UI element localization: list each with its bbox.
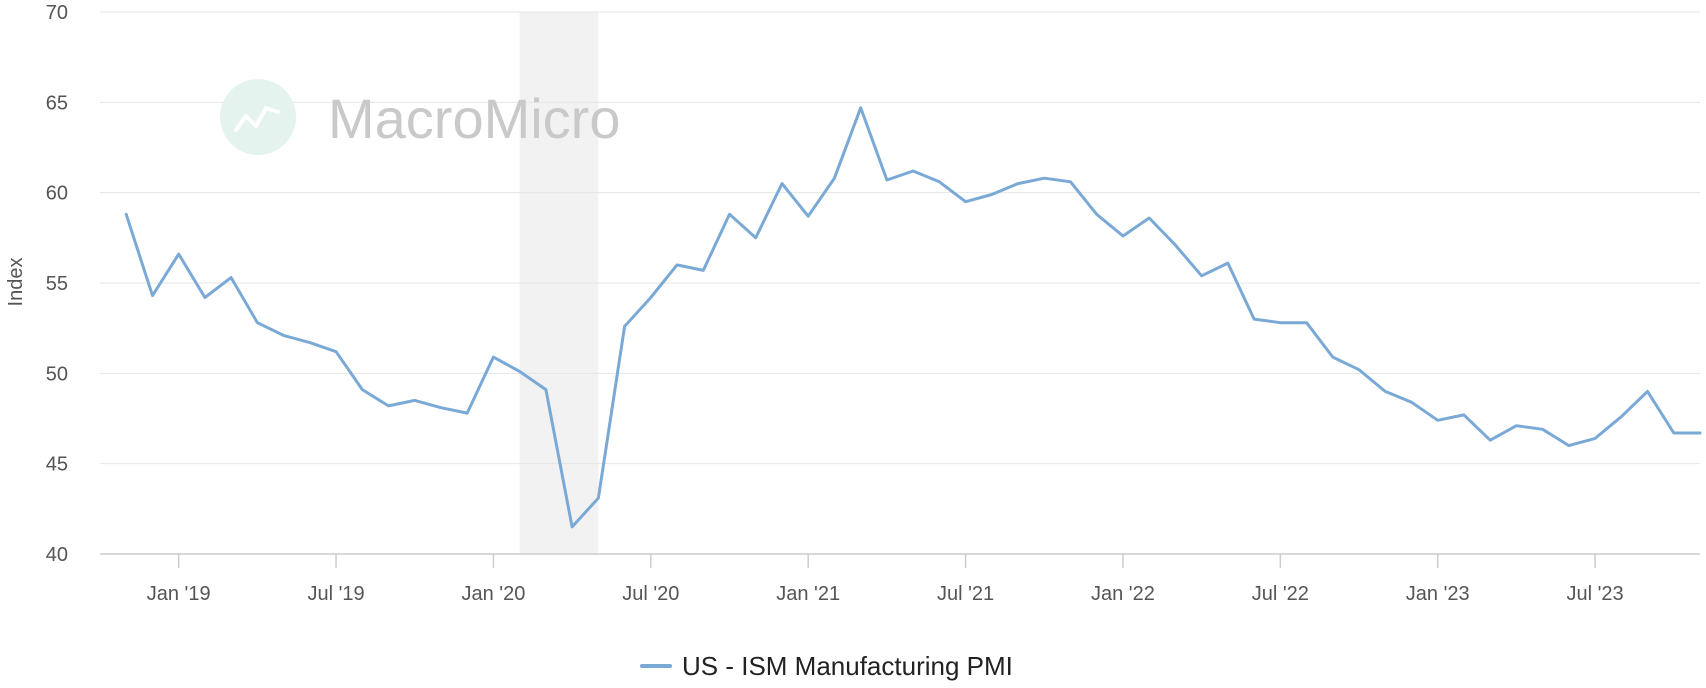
data-point[interactable]: 2022-04: 55.4 bbox=[1196, 270, 1208, 282]
data-point[interactable]: 2020-12: 60.5 bbox=[776, 178, 788, 190]
data-point[interactable]: 2022-02: 58.6 bbox=[1143, 212, 1155, 224]
data-point[interactable]: 2021-07: 59.5 bbox=[960, 196, 972, 208]
data-point[interactable]: 2018-12: 54.3 bbox=[146, 290, 158, 302]
data-point[interactable]: 2019-06: 51.7 bbox=[304, 337, 316, 349]
data-point[interactable]: 2020-10: 58.8 bbox=[724, 208, 736, 220]
data-point[interactable]: 2022-08: 52.8 bbox=[1301, 317, 1313, 329]
data-point[interactable]: 2021-06: 60.6 bbox=[933, 176, 945, 188]
data-point[interactable]: 2019-01: 56.6 bbox=[173, 248, 185, 260]
data-point[interactable]: 2020-07: 54.2 bbox=[645, 291, 657, 303]
data-point[interactable]: 2018-11: 58.8 bbox=[120, 208, 132, 220]
data-point[interactable]: 2019-04: 52.8 bbox=[251, 317, 263, 329]
data-point[interactable]: 2022-09: 50.9 bbox=[1327, 351, 1339, 363]
watermark-text: MacroMicro bbox=[328, 87, 620, 150]
data-point[interactable]: 2020-09: 55.7 bbox=[697, 264, 709, 276]
watermark: MacroMicro bbox=[220, 79, 620, 155]
data-point[interactable]: 2022-05: 56.1 bbox=[1222, 257, 1234, 269]
data-point[interactable]: 2019-03: 55.3 bbox=[225, 272, 237, 284]
data-point[interactable]: 2021-10: 60.8 bbox=[1038, 172, 1050, 184]
watermark-logo-line bbox=[234, 106, 280, 132]
legend-label[interactable]: US - ISM Manufacturing PMI bbox=[682, 651, 1013, 681]
y-tick-label: 65 bbox=[46, 92, 68, 114]
data-point[interactable]: 2019-05: 52.1 bbox=[278, 329, 290, 341]
x-tick-label: Jan '20 bbox=[462, 583, 526, 605]
data-point[interactable]: 2020-05: 43.1 bbox=[592, 492, 604, 504]
data-point[interactable]: 2022-06: 53 bbox=[1248, 313, 1260, 325]
data-point[interactable]: 2020-04: 41.5 bbox=[566, 521, 578, 533]
y-tick-label: 70 bbox=[46, 2, 68, 24]
y-tick-label: 55 bbox=[46, 273, 68, 295]
data-point[interactable]: 2021-04: 60.7 bbox=[881, 174, 893, 186]
data-point[interactable]: 2021-09: 60.5 bbox=[1012, 178, 1024, 190]
data-point[interactable]: 2019-10: 48.5 bbox=[409, 394, 421, 406]
x-tick-label: Jul '21 bbox=[937, 583, 994, 605]
legend[interactable]: US - ISM Manufacturing PMI bbox=[640, 651, 1013, 681]
x-axis-ticks: Jan '19 Jul '19 Jan '20 Jul '20 Jan '21 Jul '… bbox=[147, 554, 1624, 605]
x-tick-label: Jan '22 bbox=[1091, 583, 1155, 605]
data-point[interactable]: 2022-12: 48.4 bbox=[1405, 396, 1417, 408]
data-point[interactable]: 2021-08: 59.9 bbox=[986, 188, 998, 200]
data-point[interactable]: 2019-09: 48.2 bbox=[383, 400, 395, 412]
data-point[interactable]: 2023-05: 46.9 bbox=[1537, 423, 1549, 435]
data-point[interactable]: 2023-08: 47.6 bbox=[1615, 411, 1627, 423]
x-tick-label: Jan '23 bbox=[1406, 583, 1470, 605]
x-tick-label: Jul '23 bbox=[1566, 583, 1623, 605]
x-tick-label: Jul '22 bbox=[1252, 583, 1309, 605]
data-point[interactable]: 2023-03: 46.3 bbox=[1484, 434, 1496, 446]
data-point[interactable]: 2019-11: 48.1 bbox=[435, 402, 447, 414]
y-axis-title: Index bbox=[5, 258, 27, 307]
data-point[interactable]: 2020-01: 50.9 bbox=[487, 351, 499, 363]
data-point[interactable]: 2021-03: 64.7 bbox=[855, 102, 867, 114]
y-tick-label: 40 bbox=[46, 544, 68, 566]
watermark-logo-icon bbox=[220, 79, 296, 155]
data-point[interactable]: 2020-06: 52.6 bbox=[619, 320, 631, 332]
x-tick-label: Jan '19 bbox=[147, 583, 211, 605]
data-point[interactable]: 2023-02: 47.7 bbox=[1458, 409, 1470, 421]
data-point[interactable]: 2020-02: 50.1 bbox=[514, 366, 526, 378]
data-point[interactable]: 2019-02: 54.2 bbox=[199, 291, 211, 303]
data-point[interactable]: 2022-11: 49 bbox=[1379, 385, 1391, 397]
data-point[interactable]: 2022-01: 57.6 bbox=[1117, 230, 1129, 242]
data-point[interactable]: 2022-10: 50.2 bbox=[1353, 364, 1365, 376]
y-tick-label: 60 bbox=[46, 183, 68, 205]
data-point[interactable]: 2021-01: 58.7 bbox=[802, 210, 814, 222]
x-tick-label: Jul '19 bbox=[307, 583, 364, 605]
x-tick-label: Jan '21 bbox=[776, 583, 840, 605]
series-line-us-ism-manufacturing-pmi bbox=[124, 106, 1702, 529]
y-tick-label: 45 bbox=[46, 454, 68, 476]
y-axis-tick-labels: 40 45 50 55 60 65 70 bbox=[46, 2, 68, 566]
x-tick-label: Jul '20 bbox=[622, 583, 679, 605]
data-point[interactable]: 2023-11: 46.7 bbox=[1694, 427, 1706, 439]
data-point[interactable]: 2019-07: 51.2 bbox=[330, 346, 342, 358]
data-point[interactable]: 2023-04: 47.1 bbox=[1510, 420, 1522, 432]
data-point[interactable]: 2023-01: 47.4 bbox=[1432, 414, 1444, 426]
gridlines bbox=[100, 11, 1700, 465]
data-point[interactable]: 2020-11: 57.5 bbox=[750, 232, 762, 244]
data-point[interactable]: 2023-06: 46 bbox=[1563, 440, 1575, 452]
data-point[interactable]: 2019-12: 47.8 bbox=[461, 407, 473, 419]
data-point[interactable]: 2020-03: 49.1 bbox=[540, 384, 552, 396]
data-point[interactable]: 2019-08: 49.1 bbox=[356, 384, 368, 396]
y-tick-label: 50 bbox=[46, 363, 68, 385]
data-point[interactable]: 2021-02: 60.8 bbox=[828, 172, 840, 184]
data-point[interactable]: 2020-08: 56 bbox=[671, 259, 683, 271]
data-point[interactable]: 2023-10: 46.7 bbox=[1668, 427, 1680, 439]
data-point[interactable]: 2023-07: 46.4 bbox=[1589, 432, 1601, 444]
data-point[interactable]: 2021-11: 60.6 bbox=[1064, 176, 1076, 188]
data-point[interactable]: 2023-09: 49 bbox=[1642, 385, 1654, 397]
data-point[interactable]: 2022-07: 52.8 bbox=[1274, 317, 1286, 329]
data-point[interactable]: 2021-05: 61.2 bbox=[907, 165, 919, 177]
data-point[interactable]: 2021-12: 58.8 bbox=[1091, 208, 1103, 220]
data-point[interactable]: 2022-03: 57.1 bbox=[1169, 239, 1181, 251]
